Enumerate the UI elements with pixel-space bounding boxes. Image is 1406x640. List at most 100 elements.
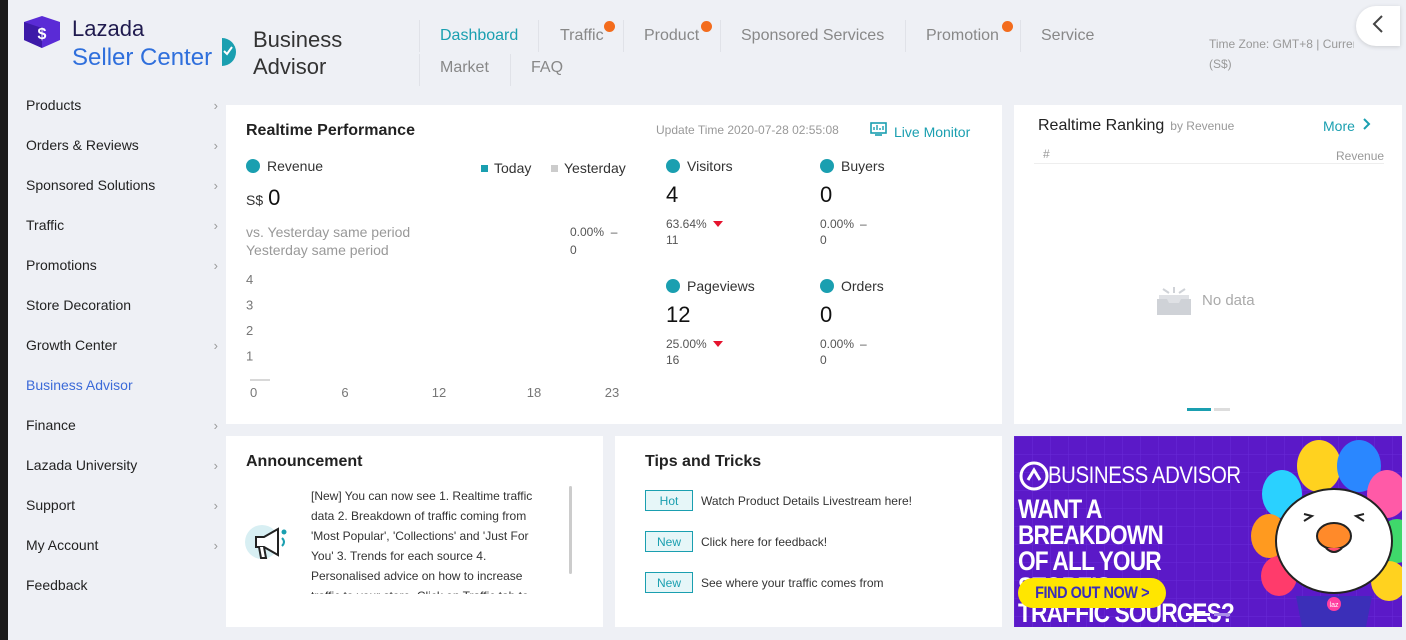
tab-sponsored-services[interactable]: Sponsored Services — [741, 27, 885, 44]
nav-divider — [538, 20, 539, 52]
nav-divider — [510, 54, 511, 86]
sidebar-item-label: Growth Center — [26, 337, 118, 353]
metric-label: Pageviews — [687, 278, 755, 294]
tip-item[interactable]: New Click here for feedback! — [645, 531, 827, 552]
chevron-right-icon: › — [213, 497, 218, 513]
tab-dashboard[interactable]: Dashboard — [440, 27, 519, 44]
tip-badge: New — [645, 531, 693, 552]
sidebar-item-label: Lazada University — [26, 457, 138, 473]
sidebar-item-feedback[interactable]: Feedback — [26, 573, 218, 597]
chevron-right-icon — [1363, 117, 1371, 135]
notification-dot-icon — [701, 21, 712, 32]
sidebar-item-traffic[interactable]: Traffic › — [26, 213, 218, 237]
header-divider — [419, 54, 420, 86]
sidebar-item-label: Feedback — [26, 577, 88, 593]
svg-text:laz: laz — [1330, 602, 1339, 609]
vs-label: vs. Yesterday same period — [246, 224, 411, 240]
orders-icon — [820, 279, 834, 293]
revenue-header: Revenue — [246, 158, 323, 174]
nav-divider — [905, 20, 906, 52]
carousel-dot-active[interactable] — [1187, 408, 1211, 411]
sidebar-item-lazada-university[interactable]: Lazada University › — [26, 453, 218, 477]
live-monitor-link[interactable]: Live Monitor — [870, 122, 970, 141]
revenue-chart: 4 3 2 1 0 6 12 18 23 — [240, 270, 630, 400]
sidebar-item-orders-reviews[interactable]: Orders & Reviews › — [26, 133, 218, 157]
nav-divider — [720, 20, 721, 52]
sidebar-item-store-decoration[interactable]: Store Decoration — [26, 293, 218, 317]
update-time: Update Time 2020-07-28 02:55:08 — [656, 123, 839, 137]
sidebar-item-label: Business Advisor — [26, 377, 133, 393]
sidebar-item-label: My Account — [26, 537, 99, 553]
tip-badge: Hot — [645, 490, 693, 511]
chevron-right-icon: › — [213, 217, 218, 233]
sidebar-item-finance[interactable]: Finance › — [26, 413, 218, 437]
card-title: Tips and Tricks — [645, 453, 762, 470]
tab-promotion[interactable]: Promotion — [926, 27, 999, 44]
y-tick-label: 3 — [246, 298, 253, 313]
table-divider — [1034, 163, 1384, 164]
tip-item[interactable]: Hot Watch Product Details Livestream here… — [645, 490, 912, 511]
tab-market[interactable]: Market — [440, 59, 489, 76]
tab-service[interactable]: Service — [1041, 27, 1095, 44]
banner-brand: BUSINESS ADVISOR — [1048, 462, 1241, 489]
metric-orders: Orders 0 0.00% – 0 — [820, 278, 960, 388]
sidebar-item-label: Support — [26, 497, 76, 513]
brand-subtitle: Seller Center — [72, 44, 213, 71]
promo-banner[interactable]: laz BUSINESS ADVISOR WANT A BREAKDOWN OF… — [1014, 436, 1402, 627]
nav-divider — [623, 20, 624, 52]
chevron-right-icon: › — [213, 257, 218, 273]
more-link[interactable]: More — [1323, 117, 1371, 135]
sidebar-item-business-advisor[interactable]: Business Advisor — [26, 373, 218, 397]
sidebar-item-products[interactable]: Products › — [26, 93, 218, 117]
notification-dot-icon — [604, 21, 615, 32]
vs-percent: 0.00% – — [570, 225, 618, 239]
chevron-right-icon: › — [213, 457, 218, 473]
carousel-dot[interactable] — [1214, 613, 1230, 616]
chevron-right-icon: › — [213, 337, 218, 353]
scrollbar[interactable] — [569, 486, 572, 574]
trend-down-icon — [712, 221, 723, 227]
metric-label: Orders — [841, 278, 884, 294]
sidebar-item-sponsored-solutions[interactable]: Sponsored Solutions › — [26, 173, 218, 197]
chevron-right-icon: › — [213, 417, 218, 433]
tip-text: Watch Product Details Livestream here! — [701, 493, 912, 508]
chevron-left-icon — [1372, 14, 1384, 38]
timezone-info: Time Zone: GMT+8 | Currency: (S$) — [1209, 37, 1354, 71]
metric-previous: 16 — [666, 353, 680, 367]
card-title: Realtime Performance — [246, 122, 415, 139]
metric-change: 63.64% — [666, 217, 806, 231]
tab-faq[interactable]: FAQ — [531, 59, 564, 76]
tip-item[interactable]: New See where your traffic comes from — [645, 572, 884, 593]
metric-previous: 0 — [820, 233, 827, 247]
nav-divider — [1020, 20, 1021, 52]
x-tick-label: 18 — [527, 385, 541, 400]
sidebar-item-label: Orders & Reviews — [26, 137, 139, 153]
tab-product[interactable]: Product — [644, 27, 700, 44]
metric-visitors: Visitors 4 63.64% 11 — [666, 158, 806, 268]
find-out-now-button[interactable]: FIND OUT NOW > — [1018, 578, 1166, 608]
metric-value: 0 — [820, 302, 833, 327]
tips-card: Tips and Tricks Hot Watch Product Details… — [615, 436, 1002, 627]
y-tick-label: 1 — [246, 349, 253, 364]
metric-previous: 11 — [666, 233, 679, 247]
tab-traffic[interactable]: Traffic — [560, 27, 604, 44]
realtime-performance-card: Realtime Performance Update Time 2020-07… — [226, 105, 1002, 424]
metric-label: Buyers — [841, 158, 885, 174]
sidebar-item-promotions[interactable]: Promotions › — [26, 253, 218, 277]
buyers-icon — [820, 159, 834, 173]
notification-dot-icon — [1002, 21, 1013, 32]
pageviews-icon — [666, 279, 680, 293]
sidebar-item-label: Products — [26, 97, 82, 113]
sidebar-item-support[interactable]: Support › — [26, 493, 218, 517]
carousel-dot-active[interactable] — [1186, 613, 1210, 616]
sidebar-item-my-account[interactable]: My Account › — [26, 533, 218, 557]
y-tick-label: 4 — [246, 272, 253, 287]
carousel-dot[interactable] — [1214, 408, 1230, 411]
metric-change: 0.00% – — [820, 217, 867, 231]
card-title: Announcement — [246, 453, 363, 470]
sidebar-item-growth-center[interactable]: Growth Center › — [26, 333, 218, 357]
collapse-button[interactable] — [1356, 6, 1400, 46]
column-rank: # — [1043, 147, 1050, 161]
yesterday-value: 0 — [570, 243, 577, 257]
trend-down-icon — [712, 341, 723, 347]
